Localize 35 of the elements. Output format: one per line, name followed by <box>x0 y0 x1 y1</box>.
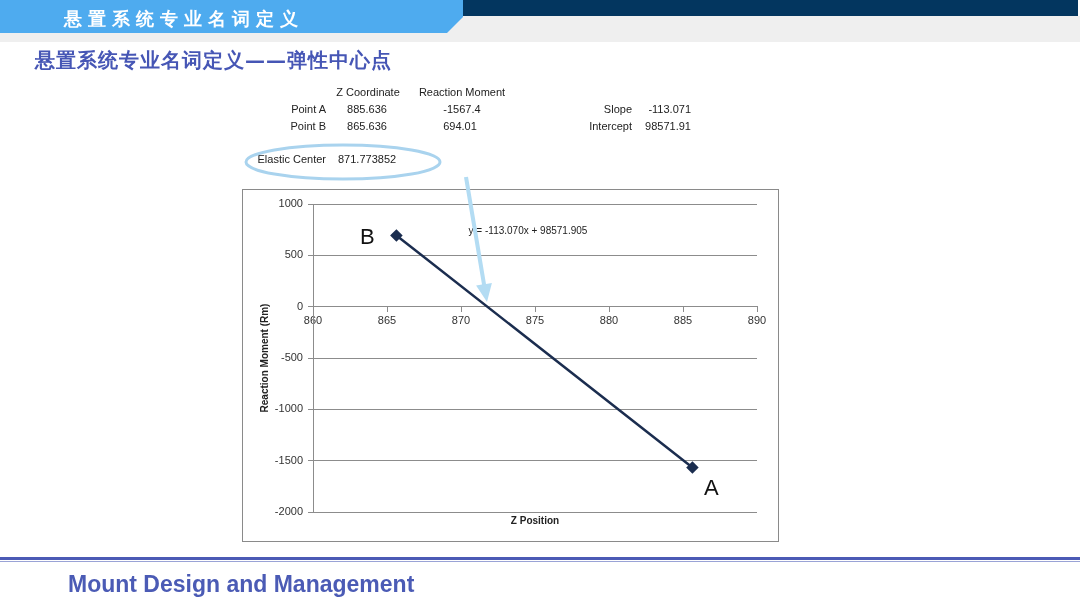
text: 694.01 <box>443 120 477 134</box>
text: Elastic Center <box>257 153 326 167</box>
y-tick-label: -2000 <box>274 505 303 518</box>
x-tick-label: 880 <box>599 314 619 327</box>
text: Point A <box>291 103 326 117</box>
x-tick-label: 870 <box>451 314 471 327</box>
y-tick-label: 500 <box>284 248 303 261</box>
text: 865.636 <box>347 120 387 134</box>
x-tick-label: 885 <box>673 314 693 327</box>
text: 885.636 <box>347 103 387 117</box>
y-tick-label: -500 <box>280 351 303 364</box>
x-axis-title: Z Position <box>510 514 560 526</box>
text: Z Coordinate <box>336 86 400 100</box>
text: Reaction Moment <box>418 86 506 100</box>
annotation: y = -113.070x + 98571.905 <box>468 225 588 237</box>
y-tick-label: -1500 <box>274 453 303 466</box>
y-tick-label: 1000 <box>278 197 303 210</box>
y-tick-label: -1000 <box>274 402 303 415</box>
text: Mount Design and Management <box>68 571 415 599</box>
annotation: A <box>704 474 720 500</box>
x-tick-label: 890 <box>747 314 767 327</box>
text: 98571.91 <box>645 120 691 134</box>
text: Slope <box>603 103 632 117</box>
text: Point B <box>290 120 326 134</box>
text: 871.773852 <box>338 153 397 167</box>
chart-title: 悬置系统专业名词定义 <box>64 8 304 30</box>
text: Intercept <box>589 120 632 134</box>
y-tick-label: 0 <box>296 299 303 312</box>
text: -1567.4 <box>443 103 481 117</box>
y-axis-title: Reaction Moment (Rm) <box>258 303 270 413</box>
chart-subtitle: 悬置系统专业名词定义——弹性中心点 <box>35 48 392 72</box>
x-tick-label: 865 <box>377 314 397 327</box>
annotation: B <box>360 224 375 250</box>
text: -113.071 <box>648 103 691 117</box>
x-tick-label: 875 <box>525 314 545 327</box>
